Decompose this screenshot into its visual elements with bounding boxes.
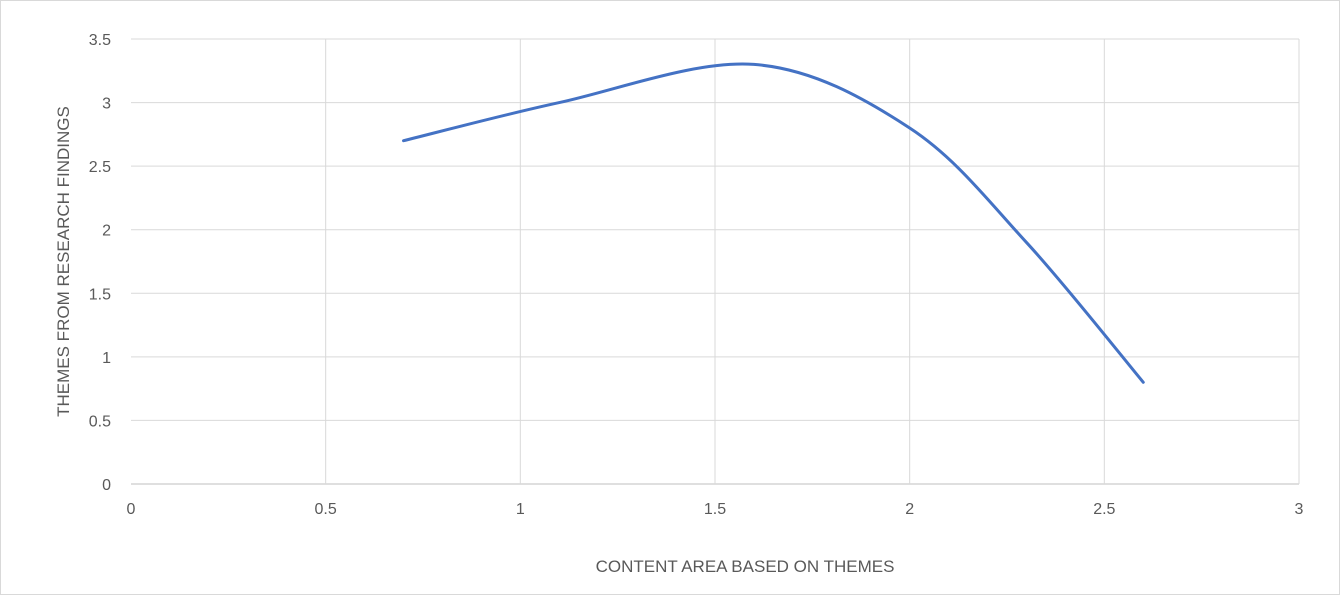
x-tick-label: 0.5: [315, 501, 337, 518]
series-line-0: [402, 62, 1145, 384]
y-tick-label: 2.5: [89, 159, 111, 176]
series-group: [402, 62, 1145, 384]
y-axis-title: THEMES FROM RESEARCH FINDINGS: [54, 106, 73, 417]
y-tick-label: 0.5: [89, 413, 111, 430]
y-tick-label: 3: [102, 96, 111, 113]
y-tick-label: 3.5: [89, 32, 111, 49]
y-tick-label: 1: [102, 350, 111, 367]
x-tick-label: 1: [516, 501, 525, 518]
x-tick-label: 0: [127, 501, 136, 518]
x-tick-labels: 0 0.5 1 1.5 2 2.5 3: [127, 501, 1304, 518]
x-tick-label: 1.5: [704, 501, 726, 518]
y-tick-label: 1.5: [89, 286, 111, 303]
y-tick-labels: 0 0.5 1 1.5 2 2.5 3 3.5: [89, 32, 111, 494]
x-tick-label: 3: [1295, 501, 1304, 518]
x-tick-label: 2: [905, 501, 914, 518]
gridlines: [131, 38, 1300, 485]
x-tick-label: 2.5: [1093, 501, 1115, 518]
y-tick-label: 0: [102, 477, 111, 494]
y-tick-label: 2: [102, 223, 111, 240]
x-axis-title: CONTENT AREA BASED ON THEMES: [596, 557, 895, 576]
